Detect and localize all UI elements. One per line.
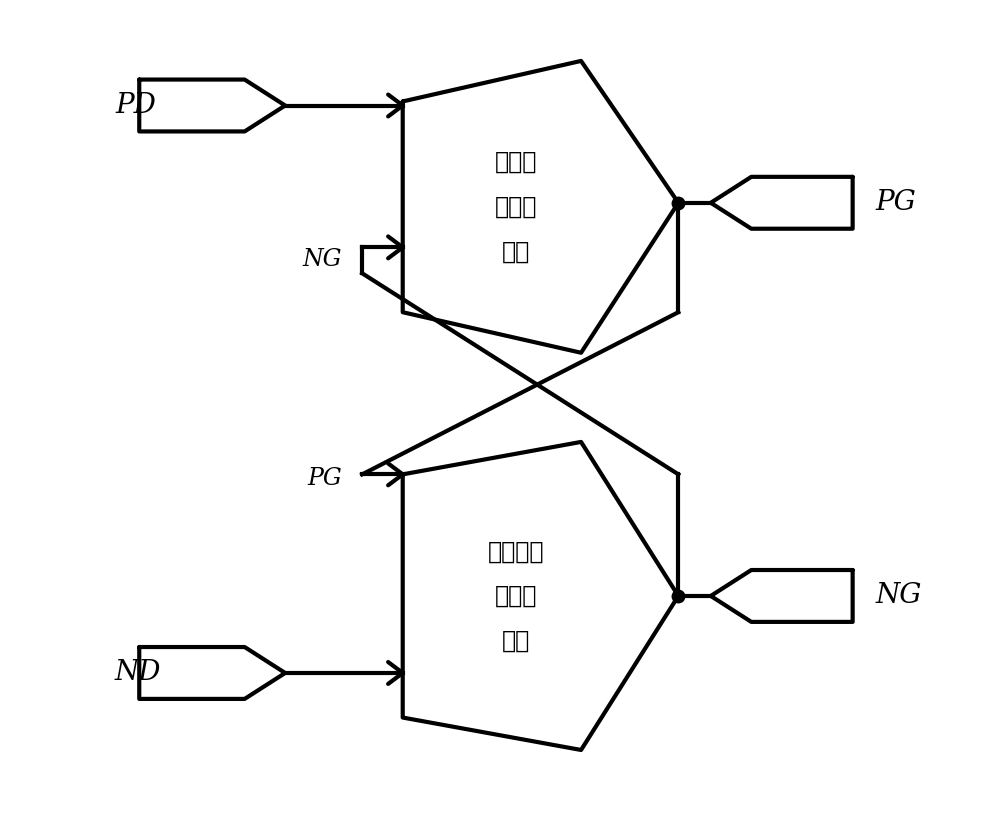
Text: 同步整流: 同步整流 xyxy=(488,540,544,563)
Text: NG: NG xyxy=(875,582,922,609)
Text: PG: PG xyxy=(307,467,342,490)
Text: NG: NG xyxy=(302,248,342,271)
Text: ND: ND xyxy=(115,659,161,686)
Text: 管驱动: 管驱动 xyxy=(495,584,537,608)
Text: 主开关: 主开关 xyxy=(495,150,537,174)
Text: 管驱动: 管驱动 xyxy=(495,195,537,219)
Text: 模块: 模块 xyxy=(502,628,530,653)
Text: 模块: 模块 xyxy=(502,239,530,264)
Text: PD: PD xyxy=(115,92,156,119)
Text: PG: PG xyxy=(875,189,916,216)
